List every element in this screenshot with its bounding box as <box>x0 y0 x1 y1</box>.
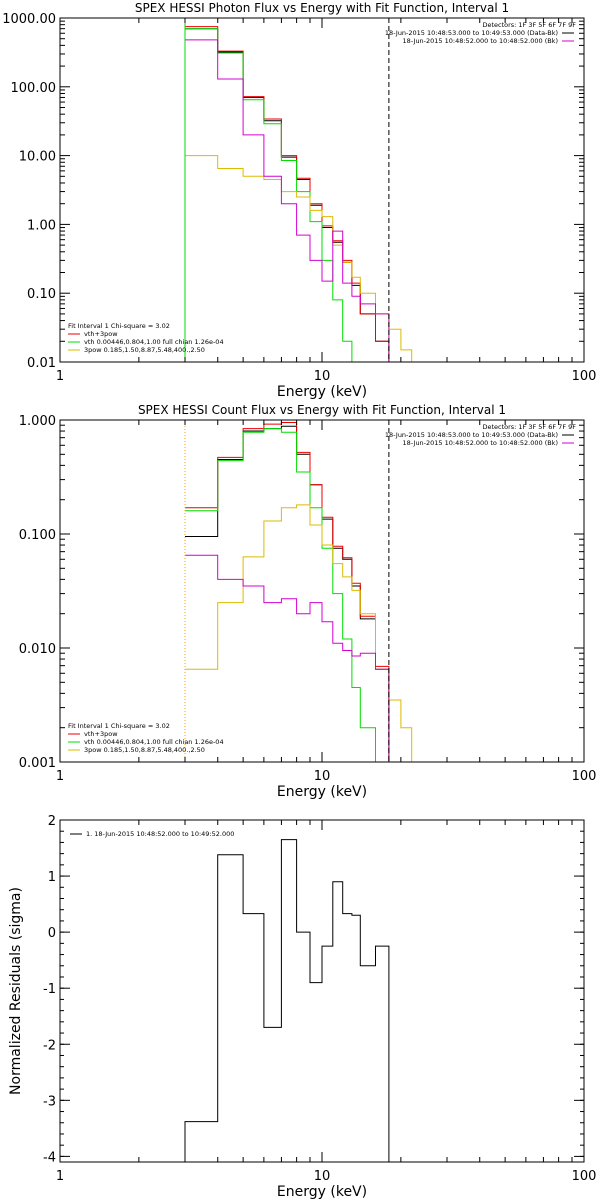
chart-title: SPEX HESSI Photon Flux vs Energy with Fi… <box>135 1 509 15</box>
series-line-2 <box>185 26 427 362</box>
series-line-3 <box>185 28 427 362</box>
y-tick-label: 1000.00 <box>2 12 56 27</box>
y-tick-label: 1.00 <box>27 218 56 233</box>
chart-1: SPEX HESSI Photon Flux vs Energy with Fi… <box>2 1 596 400</box>
y-tick-label: -2 <box>43 1038 56 1053</box>
x-tick-label: 100 <box>572 369 597 384</box>
detectors-label: Detectors: 1F 3F 5F 6F 7F 9F <box>482 21 576 29</box>
legend-entry-text: 18-Jun-2015 10:48:52.000 to 10:48:52.000… <box>403 37 558 45</box>
x-tick-label: 100 <box>572 769 597 784</box>
legend-entry-text: 18-Jun-2015 10:48:52.000 to 10:48:52.000… <box>403 439 558 447</box>
x-tick-label: 1 <box>56 1169 64 1184</box>
y-tick-label: 100.00 <box>11 81 57 96</box>
x-tick-label: 10 <box>314 369 331 384</box>
fit-legend-text: 3pow 0.185,1.50,8.87,5.48,400.,2.50 <box>84 746 205 754</box>
fit-legend-title: Fit Interval 1 Chi-square = 3.02 <box>68 722 170 730</box>
fit-legend-text: vth 0.00446,0.804,1.00 full chian 1.26e-… <box>84 738 224 746</box>
y-tick-label: -3 <box>43 1094 56 1109</box>
plot-frame <box>59 17 585 363</box>
series-line-1 <box>185 425 427 762</box>
plot-frame <box>59 419 585 763</box>
y-tick-label: 0.01 <box>27 356 56 371</box>
chart-3: 1 10 100 -4 -3 -2 -1 0 1 2 Energy (keV) Normalized … <box>8 814 596 1200</box>
fit-legend-text: vth 0.00446,0.804,1.00 full chian 1.26e-… <box>84 338 224 346</box>
y-tick-label: 2 <box>48 814 56 829</box>
plot-frame <box>59 819 585 1163</box>
chart-2: SPEX HESSI Count Flux vs Energy with Fit… <box>19 403 597 800</box>
series-line-3 <box>185 428 427 762</box>
x-tick-label: 10 <box>314 769 331 784</box>
x-axis-label: Energy (keV) <box>277 384 367 400</box>
x-axis-label: Energy (keV) <box>277 1184 367 1200</box>
series-line-2 <box>185 422 427 762</box>
y-tick-label: -4 <box>43 1150 56 1165</box>
x-tick-label: 1 <box>56 769 64 784</box>
series-line-4 <box>185 504 427 762</box>
y-tick-label: 1.000 <box>19 414 56 429</box>
series-line-5 <box>185 39 427 362</box>
detectors-label: Detectors: 1F 3F 5F 6F 7F 9F <box>482 423 576 431</box>
x-tick-label: 10 <box>314 1169 331 1184</box>
series-line-4 <box>185 155 427 362</box>
fit-legend-text: vth+3pow <box>84 330 118 338</box>
y-tick-label: -1 <box>43 982 56 997</box>
fit-legend-text: 3pow 0.185,1.50,8.87,5.48,400.,2.50 <box>84 346 205 354</box>
y-tick-label: 1 <box>48 870 56 885</box>
residual-legend-text: 1. 18-Jun-2015 10:48:52.000 to 10:49:52.… <box>86 830 234 838</box>
series-line-5 <box>185 554 427 762</box>
series-group <box>185 26 427 362</box>
y-tick-label: 0.100 <box>19 528 56 543</box>
fit-legend-text: vth+3pow <box>84 730 118 738</box>
chart-title: SPEX HESSI Count Flux vs Energy with Fit… <box>138 403 506 417</box>
legend-entry-text: 18-Jun-2015 10:48:53.000 to 10:49:53.000… <box>385 29 558 37</box>
series-group <box>184 839 390 1162</box>
fit-legend-title: Fit Interval 1 Chi-square = 3.02 <box>68 322 170 330</box>
y-axis-label: Normalized Residuals (sigma) <box>8 887 24 1095</box>
series-group <box>185 422 427 762</box>
x-tick-label: 100 <box>572 1169 597 1184</box>
y-tick-label: 0 <box>48 926 56 941</box>
y-tick-label: 0.10 <box>27 287 56 302</box>
y-tick-label: 0.001 <box>19 756 56 771</box>
x-axis-label: Energy (keV) <box>277 784 367 800</box>
series-line-1 <box>184 839 390 1162</box>
y-tick-label: 0.010 <box>19 642 56 657</box>
legend-entry-text: 18-Jun-2015 10:48:53.000 to 10:49:53.000… <box>385 431 558 439</box>
y-tick-label: 10.00 <box>19 150 56 165</box>
x-tick-label: 1 <box>56 369 64 384</box>
